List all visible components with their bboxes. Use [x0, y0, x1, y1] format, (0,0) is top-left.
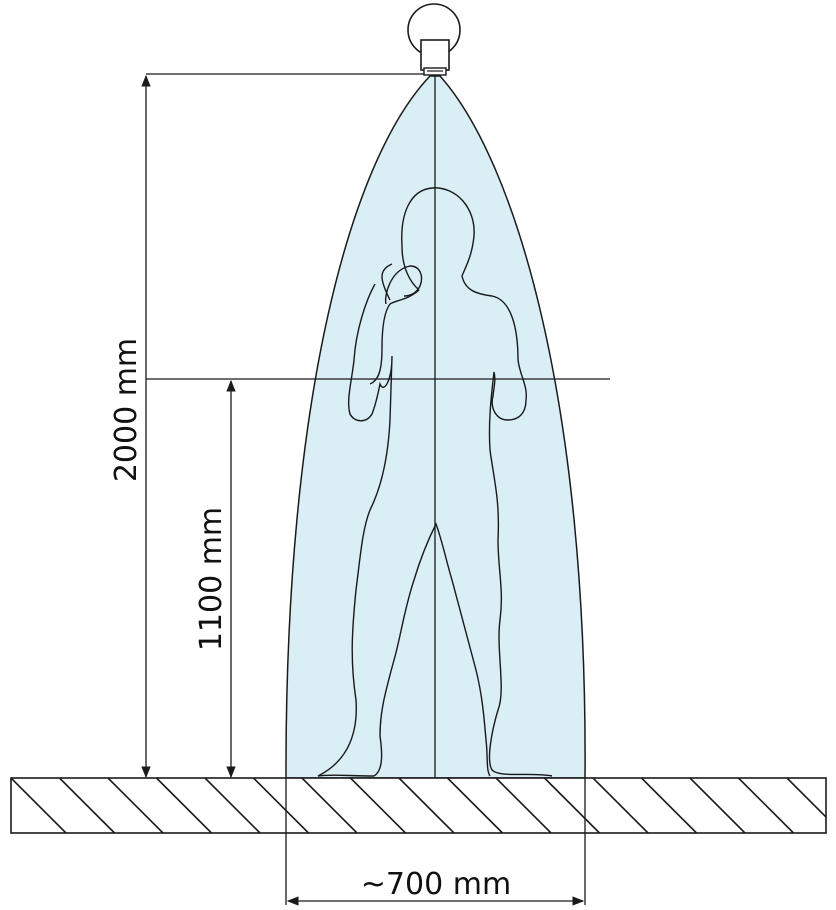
label-1100-mm: 1100 mm: [194, 507, 229, 651]
hatch-line: [786, 778, 826, 819]
hatch-line: [58, 778, 116, 833]
hatch-line: [204, 778, 261, 833]
hatch-line: [592, 778, 649, 833]
hatch-line: [495, 778, 552, 833]
hatch-line: [349, 778, 407, 833]
hatch-line: [107, 778, 164, 833]
label-2000-mm: 2000 mm: [109, 338, 144, 482]
hatch-line: [640, 778, 698, 833]
hatched-floor-icon: [10, 777, 827, 834]
hatch-line: [689, 778, 746, 833]
hatch-line: [737, 778, 795, 833]
hatch-line: [252, 778, 310, 833]
hatch-line: [155, 778, 213, 833]
hatch-line: [301, 778, 358, 833]
hatch-line: [11, 778, 67, 833]
label-700-mm: ~700 mm: [361, 867, 511, 902]
hatch-line: [446, 778, 504, 833]
hatch-line: [543, 778, 601, 833]
person-silhouette-icon: [317, 187, 553, 777]
hatch-line: [398, 778, 455, 833]
shower-head-icon: [407, 3, 461, 76]
